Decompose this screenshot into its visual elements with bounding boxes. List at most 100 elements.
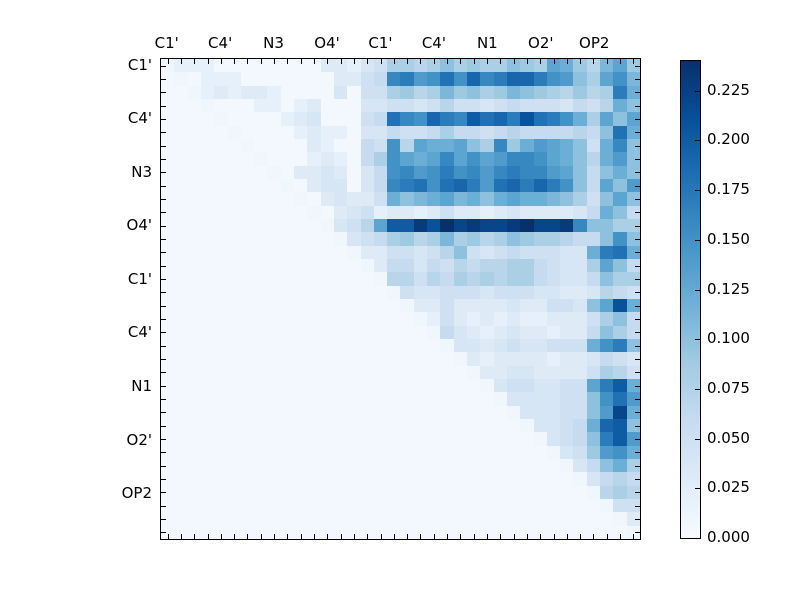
heatmap-cell	[267, 192, 281, 206]
tick-mark	[234, 534, 236, 539]
heatmap-cell	[467, 165, 481, 179]
heatmap-cell	[347, 192, 361, 206]
heatmap-cell	[320, 152, 334, 166]
heatmap-cell	[161, 178, 175, 193]
heatmap-cell	[533, 378, 547, 393]
x-axis-label: OP2	[579, 34, 610, 52]
heatmap-cell	[560, 152, 574, 166]
heatmap-cell	[214, 138, 228, 153]
heatmap-cell	[227, 392, 241, 406]
tick-mark	[500, 59, 502, 64]
heatmap-cell	[320, 512, 334, 526]
heatmap-cell	[347, 232, 361, 246]
heatmap-cell	[280, 245, 295, 259]
heatmap-cell	[307, 512, 321, 526]
heatmap-cell	[626, 472, 640, 486]
heatmap-cell	[333, 59, 348, 73]
heatmap-cell	[187, 258, 201, 273]
heatmap-cell	[387, 352, 401, 366]
heatmap-cell	[506, 418, 521, 433]
heatmap-cell	[546, 178, 561, 193]
heatmap-cell	[453, 485, 468, 499]
heatmap-cell	[626, 445, 640, 459]
heatmap-cell	[267, 272, 281, 286]
heatmap-cell	[600, 445, 614, 459]
heatmap-cell	[413, 272, 428, 286]
heatmap-cell	[387, 512, 401, 526]
heatmap-cell	[533, 205, 547, 219]
tick-mark	[287, 59, 289, 64]
heatmap-cell	[347, 392, 361, 406]
heatmap-cell	[240, 338, 255, 353]
tick-mark	[460, 59, 462, 64]
heatmap-cell	[320, 72, 334, 86]
heatmap-cell	[347, 59, 361, 73]
heatmap-cell	[440, 512, 454, 526]
heatmap-cell	[214, 272, 228, 286]
heatmap-cell	[453, 338, 468, 353]
heatmap-cell	[161, 152, 175, 166]
heatmap-cell	[586, 418, 601, 433]
heatmap-cell	[573, 325, 587, 339]
heatmap-cell	[347, 498, 361, 513]
heatmap-cell	[467, 72, 481, 86]
heatmap-cell	[347, 338, 361, 353]
heatmap-cell	[254, 312, 268, 326]
heatmap-cell	[573, 112, 587, 126]
tick-mark	[635, 145, 640, 147]
heatmap-cell	[320, 205, 334, 219]
heatmap-cell	[161, 312, 175, 326]
heatmap-cell	[400, 378, 414, 393]
heatmap-cell	[240, 365, 255, 379]
heatmap-cell	[400, 165, 414, 179]
heatmap-cell	[307, 245, 321, 259]
heatmap-cell	[440, 392, 454, 406]
heatmap-cell	[546, 258, 561, 273]
heatmap-cell	[440, 205, 454, 219]
heatmap-cell	[613, 445, 627, 459]
heatmap-cell	[626, 59, 640, 73]
heatmap-cell	[187, 485, 201, 499]
heatmap-cell	[307, 312, 321, 326]
heatmap-cell	[373, 458, 388, 473]
heatmap-cell	[187, 325, 201, 339]
heatmap-cell	[413, 85, 428, 99]
heatmap-cell	[626, 285, 640, 299]
heatmap-cell	[520, 285, 534, 299]
heatmap-cell	[506, 392, 521, 406]
heatmap-cell	[373, 392, 388, 406]
heatmap-cell	[360, 72, 374, 86]
heatmap-cell	[546, 298, 561, 313]
heatmap-cell	[267, 245, 281, 259]
heatmap-cell	[267, 352, 281, 366]
tick-mark	[580, 59, 582, 64]
tick-mark	[513, 59, 515, 64]
heatmap-cell	[320, 258, 334, 273]
heatmap-cell	[227, 205, 241, 219]
heatmap-cell	[533, 445, 547, 459]
heatmap-cell	[586, 445, 601, 459]
heatmap-cell	[240, 85, 255, 99]
heatmap-cell	[560, 245, 574, 259]
tick-mark	[486, 534, 488, 539]
heatmap-cell	[161, 232, 175, 246]
heatmap-cell	[427, 445, 441, 459]
heatmap-cell	[427, 432, 441, 446]
heatmap-cell	[493, 298, 507, 313]
y-axis-label: N3	[131, 162, 152, 181]
heatmap-cell	[600, 285, 614, 299]
heatmap-cell	[613, 138, 627, 153]
heatmap-cell	[613, 258, 627, 273]
heatmap-cell	[560, 498, 574, 513]
heatmap-cell	[347, 298, 361, 313]
heatmap-cell	[214, 378, 228, 393]
heatmap-cell	[347, 205, 361, 219]
heatmap-cell	[214, 232, 228, 246]
tick-mark	[635, 505, 640, 507]
heatmap-cell	[174, 112, 188, 126]
tick-mark	[393, 59, 395, 64]
tick-mark	[635, 305, 640, 307]
heatmap-cell	[161, 85, 175, 99]
heatmap-cell	[187, 245, 201, 259]
heatmap-cell	[480, 338, 494, 353]
